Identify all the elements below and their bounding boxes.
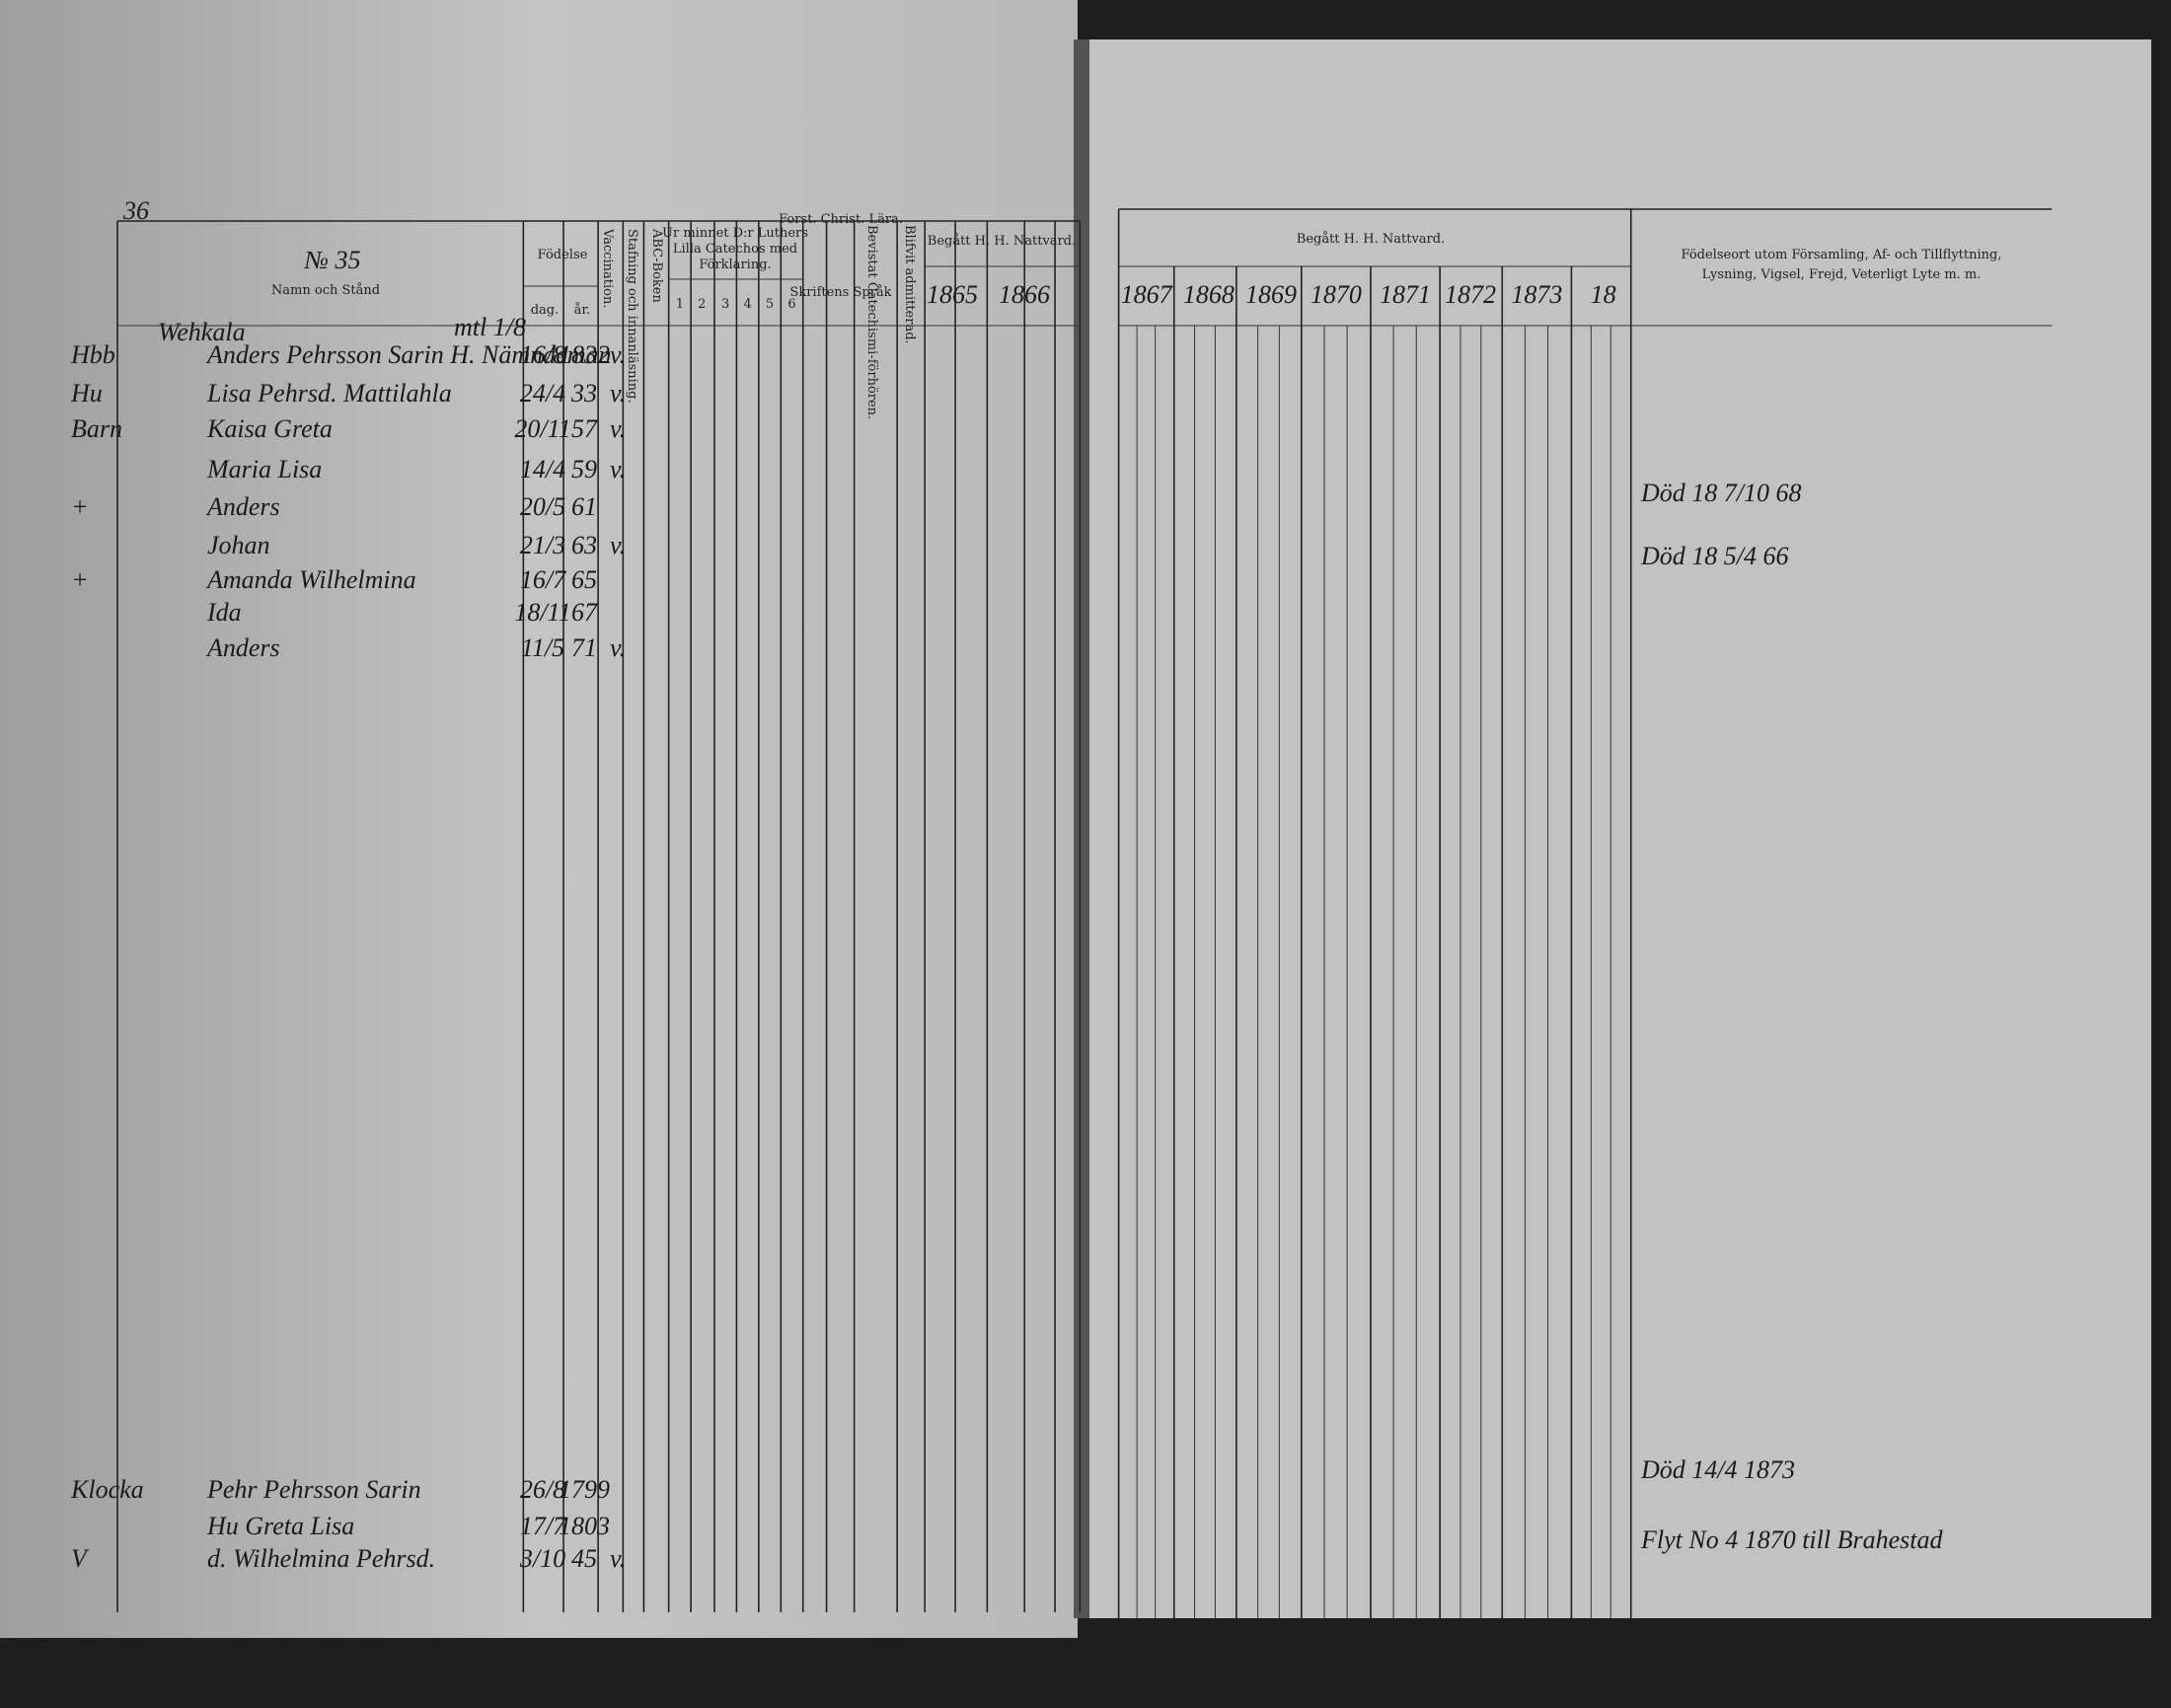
- catechism-part: 6: [787, 297, 795, 312]
- remarks-header: Lysning, Vigsel, Frejd, Veterligt Lyte m…: [1702, 267, 1982, 282]
- person-name: Anders: [205, 492, 280, 521]
- birth-year: 33: [570, 379, 597, 408]
- vaccination: v.: [610, 340, 626, 369]
- person-name: Maria Lisa: [206, 455, 322, 483]
- birth-day: 20/5: [520, 492, 565, 521]
- birth-year: 65: [571, 565, 597, 594]
- vaccination: v.: [610, 531, 626, 559]
- birth-year: 67: [571, 598, 598, 627]
- communion-header: Begått H. H. Nattvard.: [928, 233, 1076, 249]
- left-page: [0, 0, 1078, 1638]
- person-name: Pehr Pehrsson Sarin: [206, 1475, 421, 1504]
- christ-header: Forst. Christ. Lära.: [779, 212, 903, 227]
- catechism-header: Ur minnet D:r Luthers: [662, 226, 808, 241]
- person-name: Ida: [206, 598, 242, 627]
- birth-year: 45: [571, 1544, 597, 1573]
- communion-year: 1871: [1380, 280, 1431, 309]
- birth-day: 3/10: [519, 1544, 565, 1573]
- person-name: Lisa Pehrsd. Mattilahla: [206, 379, 452, 408]
- person-name: Hu Greta Lisa: [206, 1512, 354, 1540]
- birth-year: 1832: [559, 340, 610, 369]
- birth-day: 26/8: [520, 1475, 565, 1504]
- vaccination: v.: [610, 455, 626, 483]
- examination-header: Bevistat Catechismi-förhören.: [864, 225, 879, 419]
- ruling: [116, 208, 2053, 1618]
- person-name: Anders: [205, 633, 280, 662]
- row-prefix: Barn: [71, 414, 122, 443]
- communion-year: 1872: [1445, 280, 1496, 309]
- birth-year: 61: [571, 492, 597, 521]
- communion-year: 1868: [1183, 280, 1235, 309]
- row-prefix: Klocka: [70, 1475, 144, 1504]
- row-prefix: Hbb: [70, 340, 115, 369]
- vaccination: v.: [610, 1544, 626, 1573]
- remark: Död 18 5/4 66: [1640, 542, 1789, 570]
- catechism-part: 1: [676, 297, 684, 312]
- row-prefix: Hu: [70, 379, 103, 408]
- catechism-part: 4: [743, 297, 751, 312]
- vaccination: v.: [610, 414, 626, 443]
- remarks-header: Födelseort utom Församling, Af- och Till…: [1682, 248, 2002, 262]
- catechism-part: 3: [721, 297, 729, 312]
- person-name: Kaisa Greta: [206, 414, 333, 443]
- scripture-header: Skriftens Språk: [789, 284, 891, 300]
- vaccination-header: Vaccination.: [600, 228, 615, 309]
- person-name: Johan: [207, 531, 270, 559]
- abc-header: ABC-Boken: [649, 228, 664, 303]
- communion-year: 1866: [999, 280, 1050, 309]
- remark: Död 18 7/10 68: [1640, 479, 1802, 507]
- catechism-part: 2: [698, 297, 706, 312]
- communion-year: 18: [1591, 280, 1616, 309]
- communion-year: 1865: [927, 280, 978, 309]
- catechism-header: Lilla Catechos med: [673, 242, 797, 257]
- admitted-header: Blifvit admitterad.: [902, 225, 917, 344]
- row-prefix: +: [71, 565, 89, 594]
- household-number: № 35: [303, 246, 360, 274]
- catechism-header: Förklaring.: [699, 258, 771, 272]
- vaccination: v.: [610, 379, 626, 408]
- catechism-part: 5: [766, 297, 774, 312]
- year-header: år.: [574, 302, 591, 318]
- birth-day: 24/4: [520, 379, 565, 408]
- farm-note: mtl 1/8: [454, 313, 526, 341]
- communion-year: 1873: [1511, 280, 1562, 309]
- birth-day: 17/7: [520, 1512, 566, 1540]
- person-name: Amanda Wilhelmina: [205, 565, 416, 594]
- person-name: d. Wilhelmina Pehrsd.: [207, 1544, 435, 1573]
- birth-year: 71: [571, 633, 597, 662]
- birth-year: 57: [571, 414, 598, 443]
- row-prefix: V: [71, 1544, 90, 1573]
- remark: Flyt No 4 1870 till Brahestad: [1640, 1525, 1943, 1554]
- birth-day: 16/7: [520, 565, 566, 594]
- birth-day: 16/8: [520, 340, 565, 369]
- birth-year: 59: [571, 455, 597, 483]
- name-header: Namn och Stånd: [271, 282, 380, 298]
- birth-year: 1799: [559, 1475, 610, 1504]
- birth-day: 11/5: [521, 633, 564, 662]
- communion-header: Begått H. H. Nattvard.: [1297, 231, 1445, 247]
- communion-year: 1869: [1245, 280, 1297, 309]
- reading-header: Stafning och innanläsning.: [625, 229, 639, 404]
- row-prefix: +: [71, 492, 89, 521]
- birth-header: Födelse: [538, 248, 588, 262]
- remark: Död 14/4 1873: [1640, 1455, 1795, 1484]
- day-header: dag.: [531, 303, 560, 318]
- vaccination: v.: [610, 633, 626, 662]
- birth-day: 18/11: [514, 598, 570, 627]
- birth-year: 63: [571, 531, 597, 559]
- birth-day: 20/11: [514, 414, 570, 443]
- right-page: [1086, 39, 2151, 1618]
- communion-year: 1870: [1310, 280, 1362, 309]
- birth-day: 21/3: [520, 531, 565, 559]
- farm-name: Wehkala: [158, 318, 246, 346]
- communion-year: 1867: [1121, 280, 1173, 309]
- gutter: [1074, 39, 1089, 1618]
- person-name: Anders Pehrsson Sarin H. Nämndeman: [205, 340, 612, 369]
- page-number: 36: [122, 196, 149, 225]
- birth-day: 14/4: [520, 455, 565, 483]
- birth-year: 1803: [559, 1512, 610, 1540]
